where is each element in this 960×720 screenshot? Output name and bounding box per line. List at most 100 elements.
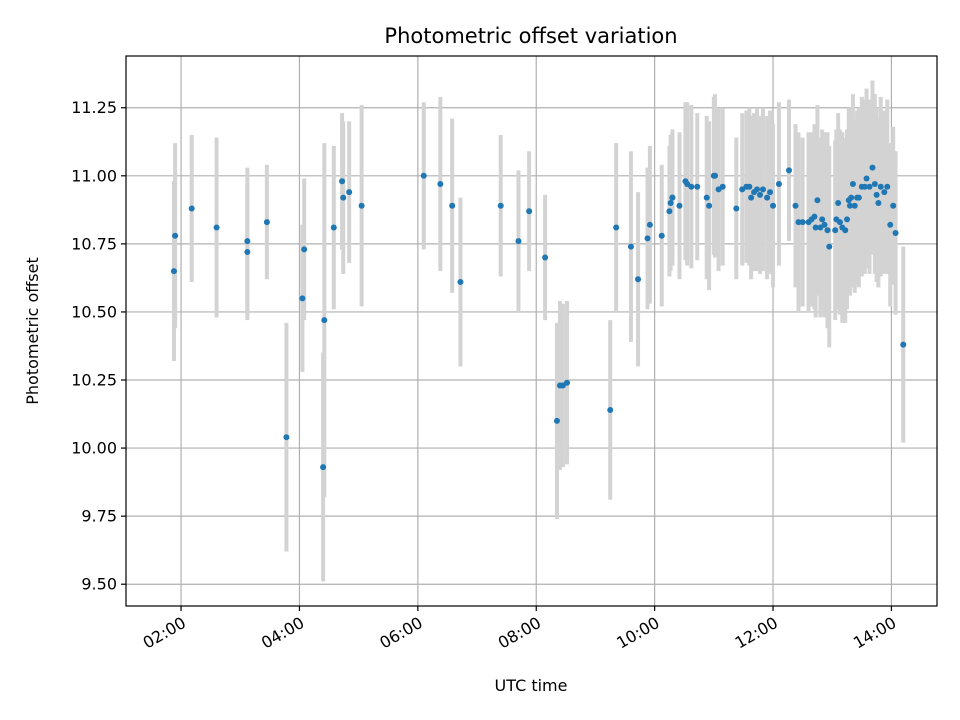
y-axis: 9.50 9.75 10.00 10.25 10.50 10.75 11.00 11.25	[71, 98, 126, 594]
data-point	[244, 238, 251, 245]
data-point	[900, 341, 907, 348]
data-point	[646, 221, 653, 228]
data-point	[836, 219, 843, 226]
data-points	[170, 164, 907, 471]
data-point	[875, 200, 882, 207]
data-point	[613, 224, 620, 231]
data-point	[877, 183, 884, 190]
data-point	[666, 208, 673, 215]
y-axis-label: Photometric offset	[23, 257, 42, 405]
chart-title: Photometric offset variation	[384, 24, 677, 48]
data-point	[866, 183, 873, 190]
data-point	[824, 227, 831, 234]
plot-frame	[125, 55, 938, 607]
data-point	[814, 197, 821, 204]
data-point	[170, 268, 177, 275]
data-point	[607, 406, 614, 413]
data-point	[832, 227, 839, 234]
data-point	[340, 194, 347, 201]
data-point	[757, 191, 764, 198]
data-point	[812, 224, 819, 231]
data-point	[848, 194, 855, 201]
data-point	[863, 175, 870, 182]
data-point	[667, 200, 674, 207]
data-point	[564, 379, 571, 386]
data-point	[301, 246, 308, 253]
y-tick-label: 10.75	[71, 234, 117, 253]
data-point	[842, 227, 849, 234]
data-point	[884, 183, 891, 190]
data-point	[635, 276, 642, 283]
data-point	[748, 194, 755, 201]
data-point	[887, 221, 894, 228]
y-tick-label: 10.00	[71, 439, 117, 458]
x-axis-label: UTC time	[495, 676, 568, 695]
data-point	[542, 254, 549, 261]
data-point	[786, 167, 793, 174]
data-point	[746, 183, 753, 190]
data-point	[855, 194, 862, 201]
data-point	[676, 202, 683, 209]
data-point	[172, 232, 179, 239]
data-point	[821, 221, 828, 228]
data-point	[826, 243, 833, 250]
data-point	[775, 180, 782, 187]
data-point	[688, 183, 695, 190]
data-point	[213, 224, 220, 231]
data-point	[703, 194, 710, 201]
data-point	[188, 205, 195, 212]
y-tick-label: 10.50	[71, 302, 117, 321]
data-point	[515, 238, 522, 245]
data-point	[437, 180, 444, 187]
data-point	[627, 243, 634, 250]
data-point	[846, 202, 853, 209]
data-point	[795, 219, 802, 226]
data-point	[811, 213, 818, 220]
data-point	[844, 216, 851, 223]
data-point	[457, 278, 464, 285]
data-point	[819, 216, 826, 223]
data-point	[835, 200, 842, 207]
data-point	[283, 434, 290, 441]
y-tick-label: 11.00	[71, 166, 117, 185]
data-point	[706, 202, 713, 209]
data-point	[799, 219, 806, 226]
data-point	[881, 189, 888, 196]
data-point	[890, 202, 897, 209]
data-point	[526, 208, 533, 215]
data-point	[754, 186, 761, 193]
grid	[126, 56, 937, 606]
data-point	[449, 202, 456, 209]
data-point	[358, 202, 365, 209]
data-point	[320, 464, 327, 471]
y-tick-label: 10.25	[71, 371, 117, 390]
data-point	[770, 202, 777, 209]
data-point	[263, 219, 270, 226]
data-point	[849, 180, 856, 187]
data-point	[346, 189, 353, 196]
data-point	[851, 202, 858, 209]
data-point	[694, 183, 701, 190]
data-point	[644, 235, 651, 242]
data-point	[873, 191, 880, 198]
data-point	[871, 180, 878, 187]
data-point	[321, 317, 328, 324]
data-point	[712, 172, 719, 179]
data-point	[719, 183, 726, 190]
y-tick-label: 9.50	[81, 575, 117, 594]
data-point	[767, 189, 774, 196]
data-point	[420, 172, 427, 179]
data-point	[553, 417, 560, 424]
data-point	[658, 232, 665, 239]
data-point	[892, 229, 899, 236]
data-point	[764, 194, 771, 201]
data-point	[497, 202, 504, 209]
data-point	[733, 205, 740, 212]
data-point	[759, 186, 766, 193]
data-point	[669, 194, 676, 201]
y-tick-label: 11.25	[71, 98, 117, 117]
data-point	[330, 224, 337, 231]
y-tick-label: 9.75	[81, 507, 117, 526]
